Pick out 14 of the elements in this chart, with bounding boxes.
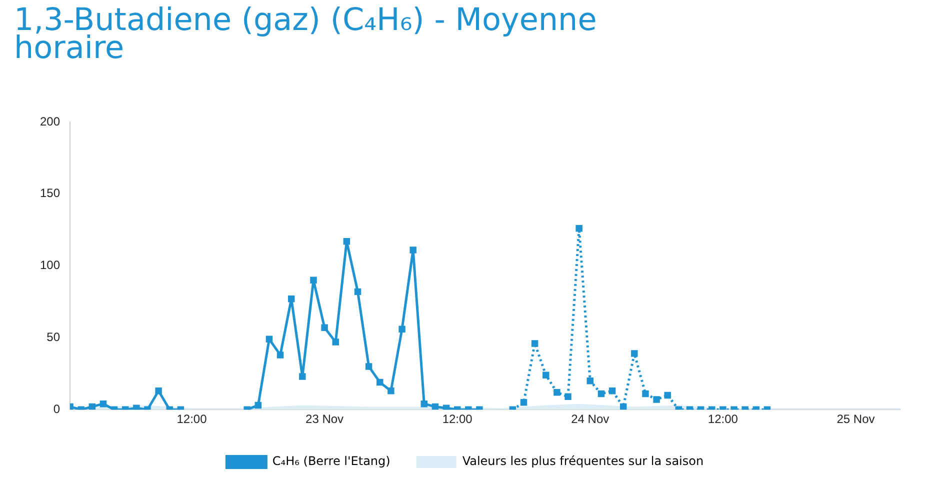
x-tick-label: 12:00 bbox=[176, 412, 208, 426]
y-tick-label: 0 bbox=[53, 402, 60, 416]
y-tick-label: 150 bbox=[40, 186, 60, 200]
y-tick-label: 200 bbox=[40, 114, 60, 128]
x-tick-label: 12:00 bbox=[708, 412, 738, 426]
y-tick-label: 100 bbox=[40, 258, 60, 272]
x-tick-label: 23 Nov bbox=[306, 412, 344, 426]
legend-label: C₄H₆ (Berre l'Etang) bbox=[272, 454, 390, 468]
chart-title: 1,3-Butadiene (gaz) (C₄H₆) - Moyenne horaire bbox=[14, 2, 598, 66]
legend-label: Valeurs les plus fréquentes sur la saison bbox=[462, 454, 704, 468]
x-tick-label: 12:00 bbox=[442, 412, 473, 426]
x-tick-label: 24 Nov bbox=[571, 412, 610, 426]
x-tick-label: 25 Nov bbox=[836, 412, 875, 426]
y-tick-label: 50 bbox=[46, 330, 60, 344]
